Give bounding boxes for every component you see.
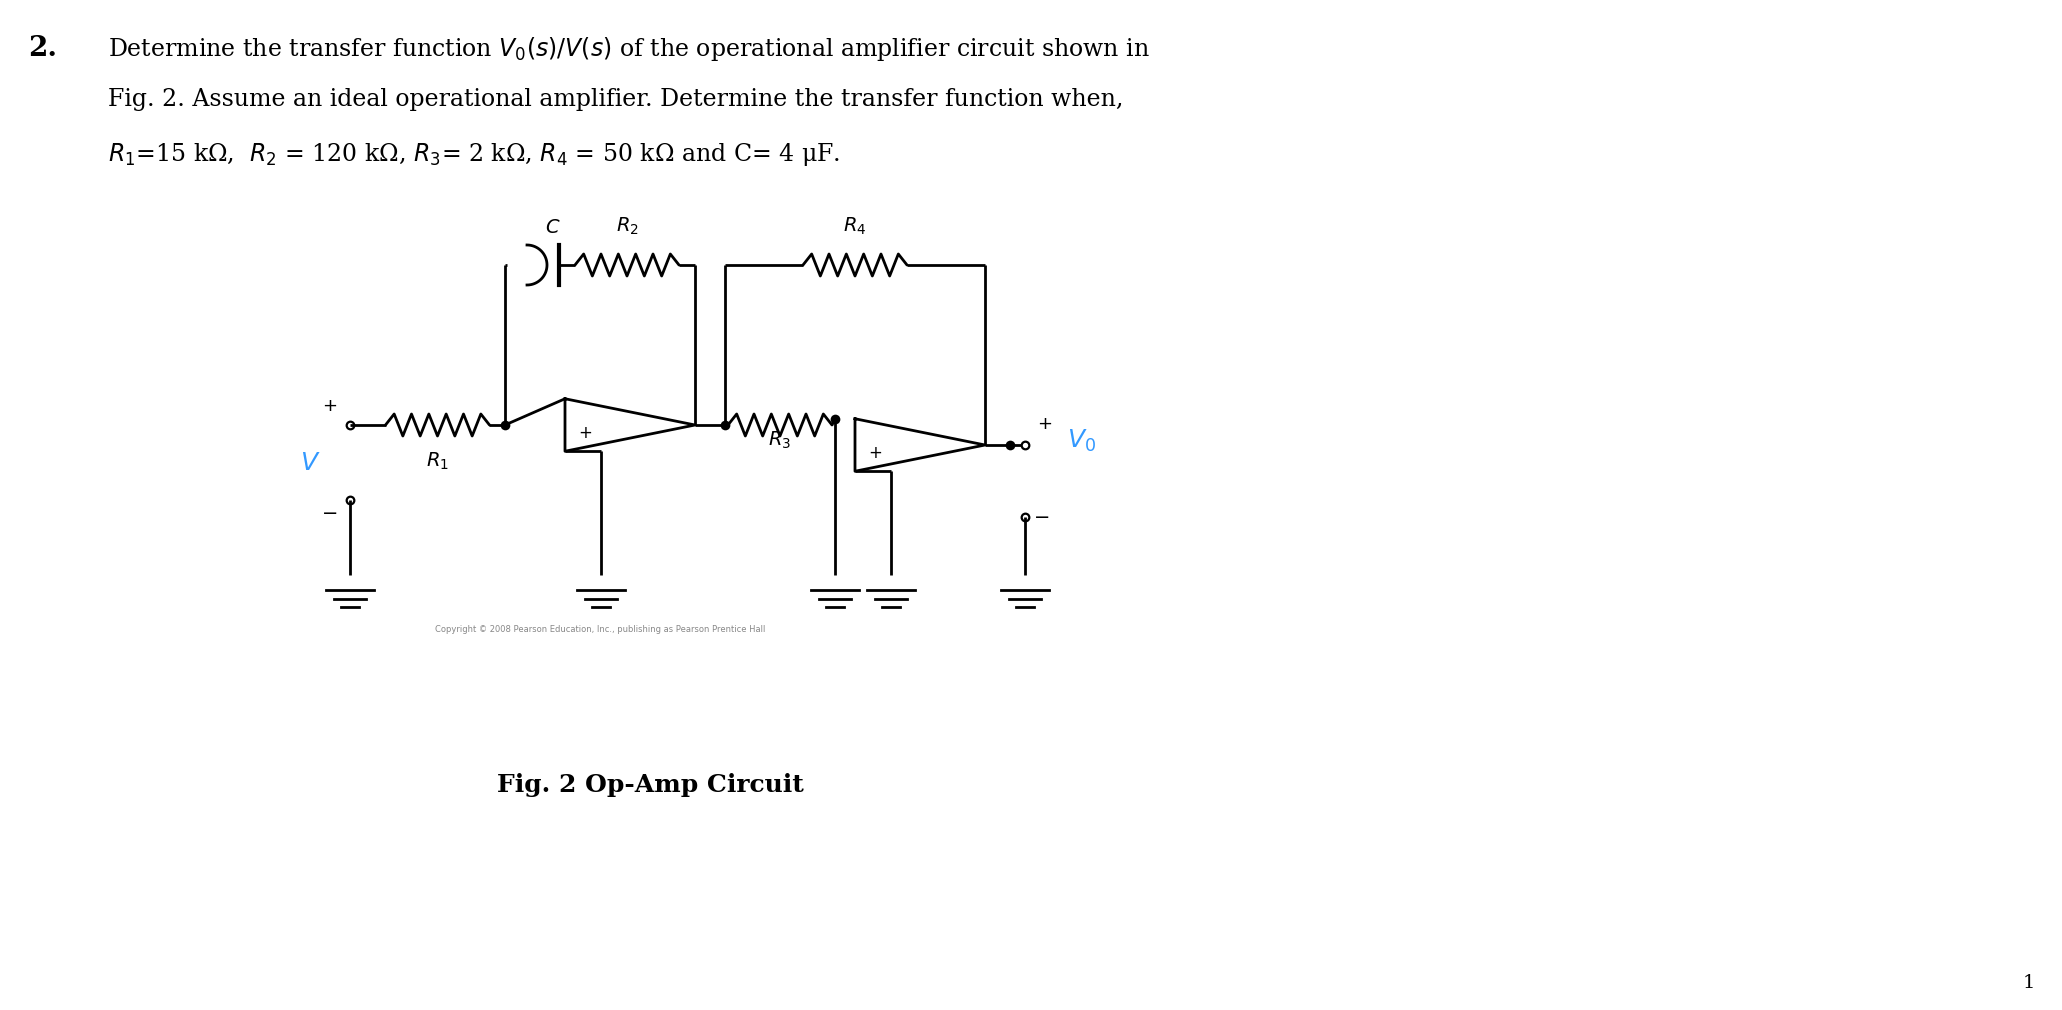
Text: $V_0$: $V_0$ xyxy=(1066,428,1097,455)
Text: +: + xyxy=(1037,415,1052,433)
Text: $R_3$: $R_3$ xyxy=(769,430,792,451)
Text: $-$: $-$ xyxy=(1033,505,1050,524)
Text: Fig. 2. Assume an ideal operational amplifier. Determine the transfer function w: Fig. 2. Assume an ideal operational ampl… xyxy=(107,88,1124,111)
Text: $R_2$: $R_2$ xyxy=(617,216,639,237)
Text: Fig. 2 Op-Amp Circuit: Fig. 2 Op-Amp Circuit xyxy=(497,773,804,797)
Text: +: + xyxy=(577,424,592,442)
Text: Copyright © 2008 Pearson Education, Inc., publishing as Pearson Prentice Hall: Copyright © 2008 Pearson Education, Inc.… xyxy=(435,625,765,634)
Text: $R_1$: $R_1$ xyxy=(427,451,450,473)
Text: $R_1$=15 kΩ,  $R_2$ = 120 kΩ, $R_3$= 2 kΩ, $R_4$ = 50 kΩ and C= 4 μF.: $R_1$=15 kΩ, $R_2$ = 120 kΩ, $R_3$= 2 kΩ… xyxy=(107,141,839,168)
Text: Determine the transfer function $V_0(s)/V(s)$ of the operational amplifier circu: Determine the transfer function $V_0(s)/… xyxy=(107,35,1151,63)
Text: 1: 1 xyxy=(2023,974,2035,992)
Text: $R_4$: $R_4$ xyxy=(843,216,866,237)
Text: +: + xyxy=(868,444,883,463)
Text: +: + xyxy=(322,397,336,415)
Text: $V$: $V$ xyxy=(299,451,320,475)
Text: $C$: $C$ xyxy=(544,218,561,237)
Text: $-$: $-$ xyxy=(322,502,336,521)
Text: 2.: 2. xyxy=(29,35,58,62)
